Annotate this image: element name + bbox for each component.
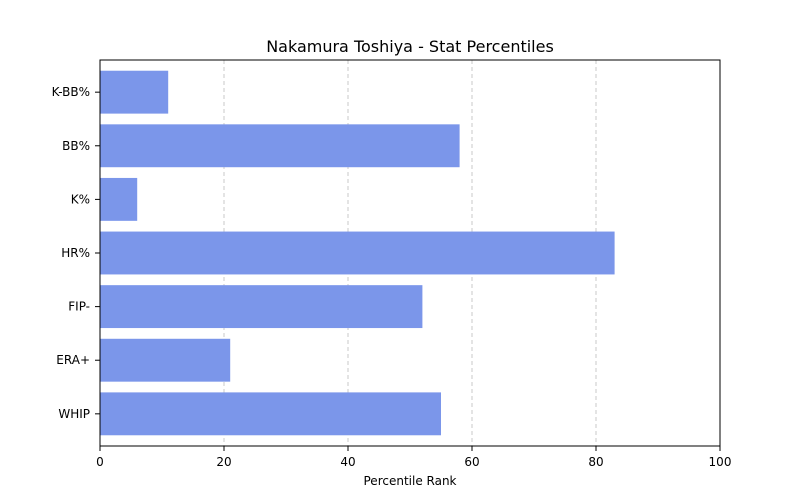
x-tick-label: 0 xyxy=(96,455,104,469)
bars xyxy=(100,70,615,436)
bar-whip xyxy=(100,392,441,436)
x-tick-label: 60 xyxy=(464,455,479,469)
y-axis-ticks: K-BB% BB% K% HR% FIP- ERA+ WHIP xyxy=(52,85,100,421)
x-tick-label: 100 xyxy=(709,455,732,469)
y-tick-label: HR% xyxy=(61,246,90,260)
bar-bb- xyxy=(100,124,460,168)
y-tick-label: K% xyxy=(71,192,90,206)
y-tick-label: BB% xyxy=(62,139,90,153)
x-tick-label: 40 xyxy=(340,455,355,469)
x-axis-label: Percentile Rank xyxy=(364,474,457,488)
bar-era- xyxy=(100,338,231,382)
y-tick-label: ERA+ xyxy=(56,353,90,367)
y-tick-label: K-BB% xyxy=(52,85,90,99)
y-tick-label: FIP- xyxy=(68,300,90,314)
x-tick-label: 20 xyxy=(216,455,231,469)
y-tick-label: WHIP xyxy=(58,407,90,421)
x-axis-ticks: 0 20 40 60 80 100 xyxy=(96,446,731,469)
bar-k- xyxy=(100,177,138,221)
bar-fip- xyxy=(100,285,423,329)
x-tick-label: 80 xyxy=(588,455,603,469)
chart-title: Nakamura Toshiya - Stat Percentiles xyxy=(266,37,554,56)
bar-hr- xyxy=(100,231,615,275)
bar-k-bb- xyxy=(100,70,169,114)
